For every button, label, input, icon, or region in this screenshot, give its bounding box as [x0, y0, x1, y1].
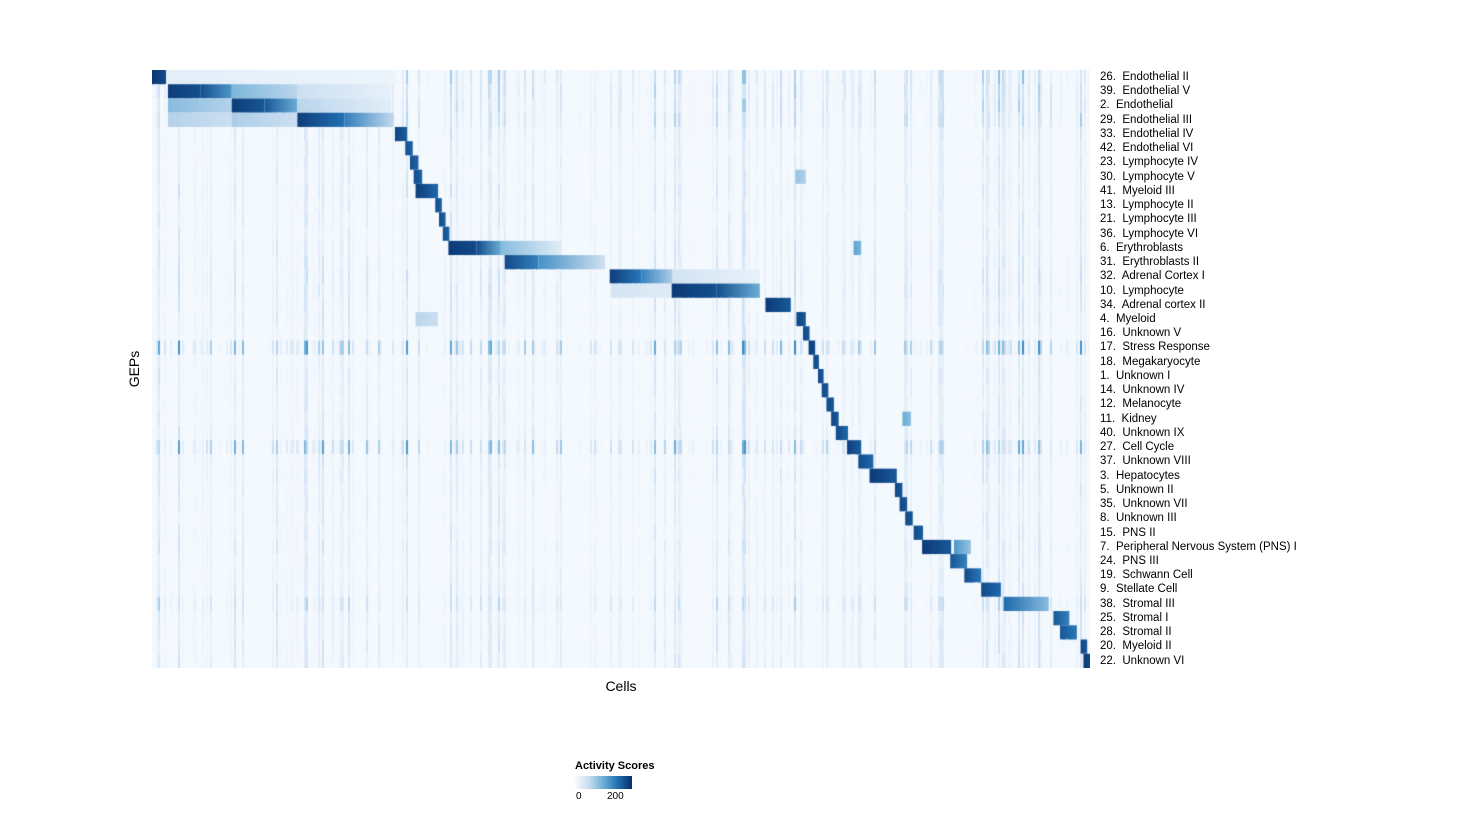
gep-row-label: 23. Lymphocyte IV [1100, 156, 1199, 169]
gep-row-label: 8. Unknown III [1100, 512, 1177, 525]
legend-tick-min: 0 [576, 791, 582, 802]
gep-row-label: 15. PNS II [1100, 526, 1156, 539]
gep-row-label: 19. Schwann Cell [1100, 569, 1193, 582]
gep-row-label: 6. Erythroblasts [1100, 241, 1184, 254]
colorbar-legend: Activity Scores 0 200 [575, 760, 654, 805]
gep-row-label: 28. Stromal II [1100, 626, 1172, 639]
legend-title: Activity Scores [575, 760, 655, 772]
gep-row-label: 2. Endothelial [1100, 99, 1173, 112]
gep-row-label: 25. Stromal I [1100, 611, 1169, 624]
gep-row-label: 31. Erythroblasts II [1100, 256, 1200, 269]
gep-row-label: 32. Adrenal Cortex I [1100, 270, 1205, 283]
gep-row-label: 22. Unknown VI [1100, 654, 1185, 667]
x-axis-label: Cells [605, 678, 637, 694]
gep-row-label: 42. Endothelial VI [1100, 142, 1194, 155]
gep-row-label: 16. Unknown V [1100, 327, 1182, 340]
gep-row-label: 35. Unknown VII [1100, 498, 1188, 511]
colorbar-ticks: 0 200 [575, 791, 632, 805]
gep-row-label: 24. PNS III [1100, 554, 1159, 567]
legend-tick-max: 200 [607, 791, 624, 802]
gep-row-label: 34. Adrenal cortex II [1100, 298, 1206, 311]
gep-row-label: 18. Megakaryocyte [1100, 355, 1201, 368]
gep-row-label: 33. Endothelial IV [1100, 127, 1194, 140]
gep-row-label: 41. Myeloid III [1100, 184, 1175, 197]
gep-row-label: 37. Unknown VIII [1100, 455, 1191, 468]
colorbar-gradient [575, 776, 632, 789]
heatmap-canvas [152, 70, 1090, 668]
gep-row-label: 30. Lymphocyte V [1100, 170, 1195, 183]
gep-row-label: 3. Hepatocytes [1100, 469, 1180, 482]
gep-row-label: 36. Lymphocyte VI [1100, 227, 1199, 240]
gep-row-label: 21. Lymphocyte III [1100, 213, 1197, 226]
gep-row-label: 29. Endothelial III [1100, 113, 1193, 126]
gep-row-label: 1. Unknown I [1100, 369, 1171, 382]
gep-row-label: 10. Lymphocyte [1100, 284, 1184, 297]
gep-row-label: 4. Myeloid [1100, 312, 1156, 325]
gep-row-label: 27. Cell Cycle [1100, 441, 1175, 454]
gep-row-label: 20. Myeloid II [1100, 640, 1172, 653]
gep-row-label: 26. Endothelial II [1100, 71, 1189, 83]
gep-row-label: 12. Melanocyte [1100, 398, 1182, 411]
gep-row-label: 40. Unknown IX [1100, 426, 1185, 439]
gep-row-label: 9. Stellate Cell [1100, 583, 1178, 596]
gep-row-label: 13. Lymphocyte II [1100, 199, 1194, 212]
gep-row-labels: 26. Endothelial II 39. Endothelial V 2. En… [1100, 70, 1450, 668]
gep-row-label: 11. Kidney [1100, 412, 1157, 425]
gep-row-label: 14. Unknown IV [1100, 384, 1185, 397]
y-axis-label: GEPs [126, 350, 142, 388]
gep-row-label: 39. Endothelial V [1100, 85, 1191, 98]
gep-row-label: 5. Unknown II [1100, 483, 1174, 496]
gep-row-label: 7. Peripheral Nervous System (PNS) I [1100, 540, 1297, 553]
gep-row-label: 38. Stromal III [1100, 597, 1175, 610]
gep-row-label: 17. Stress Response [1100, 341, 1210, 354]
